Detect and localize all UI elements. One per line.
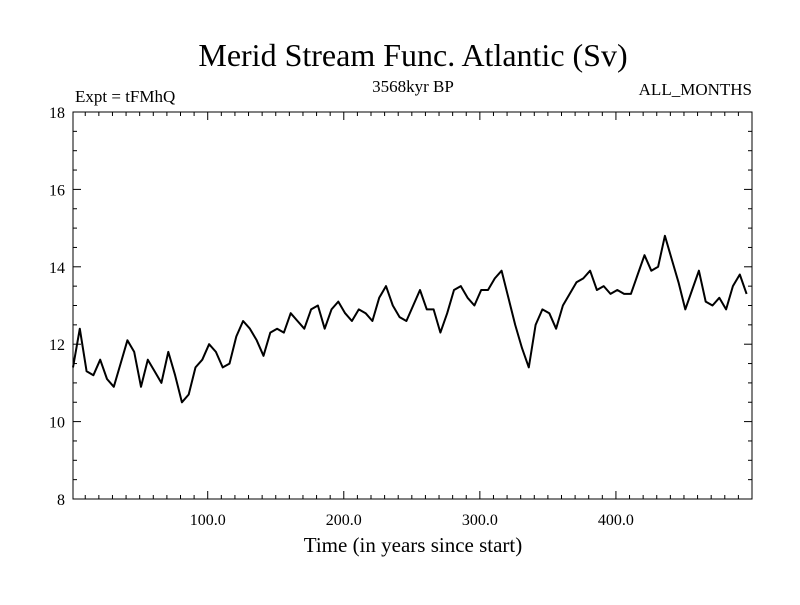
chart-subtitle: 3568kyr BP (372, 77, 454, 96)
axis-tick-labels: 100.0 200.0 300.0 400.0 8 10 12 14 16 18 (49, 105, 634, 529)
months-label: ALL_MONTHS (639, 80, 752, 99)
y-tick-label: 8 (57, 492, 65, 509)
series-line (72, 234, 748, 404)
y-tick-label: 14 (49, 260, 65, 277)
series-layer (72, 234, 748, 404)
y-tick-label: 18 (49, 105, 65, 122)
chart-title: Merid Stream Func. Atlantic (Sv) (198, 37, 627, 73)
x-tick-label: 300.0 (462, 512, 498, 529)
x-tick-label: 200.0 (326, 512, 362, 529)
x-axis-label: Time (in years since start) (304, 533, 523, 557)
y-tick-label: 12 (49, 337, 65, 354)
experiment-label: Expt = tFMhQ (75, 87, 175, 106)
x-tick-label: 100.0 (190, 512, 226, 529)
x-tick-label: 400.0 (598, 512, 634, 529)
y-tick-label: 16 (49, 182, 65, 199)
y-tick-label: 10 (49, 415, 65, 432)
axis-ticks (73, 111, 752, 500)
